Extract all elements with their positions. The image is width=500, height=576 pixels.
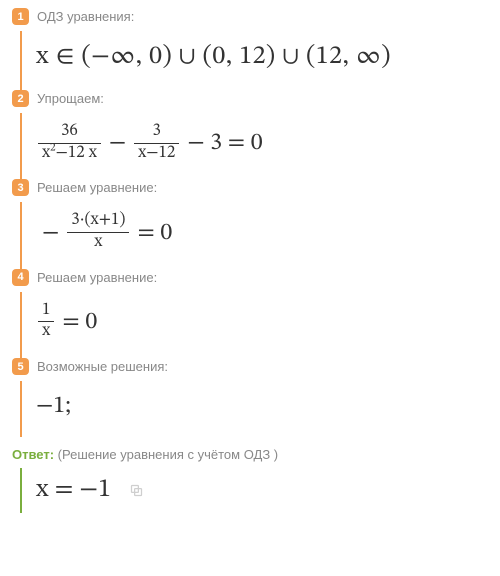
numerator: 36	[38, 123, 101, 144]
answer-row: Ответ: (Решение уравнения с учётом ОДЗ )	[12, 447, 488, 462]
step-body: x ∈ (−∞, 0) ∪ (0, 12) ∪ (12, ∞)	[20, 31, 488, 90]
step-badge: 2	[12, 90, 29, 107]
fraction: 36x2−12 x	[38, 123, 101, 163]
step-badge: 1	[12, 8, 29, 25]
answer-math: x = −1	[36, 474, 111, 507]
step-label: ОДЗ уравнения:	[37, 9, 134, 24]
step-header: 3 Решаем уравнение:	[12, 179, 488, 196]
step: 3 Решаем уравнение: −3·(x+1)x = 0	[12, 179, 488, 268]
step-header: 4 Решаем уравнение:	[12, 269, 488, 286]
denominator: x	[38, 322, 54, 342]
denominator: x	[67, 233, 129, 253]
denominator: x−12	[134, 144, 179, 164]
step-label: Решаем уравнение:	[37, 270, 157, 285]
step-label: Упрощаем:	[37, 91, 104, 106]
step-label: Решаем уравнение:	[37, 180, 157, 195]
numerator: 3·(x+1)	[67, 212, 129, 233]
copy-icon[interactable]	[129, 483, 144, 498]
step: 2 Упрощаем: 36x2−12 x−3x−12 − 3 = 0	[12, 90, 488, 179]
step-body: −3·(x+1)x = 0	[20, 202, 488, 268]
step-badge: 3	[12, 179, 29, 196]
tail: − 3 = 0	[187, 128, 262, 158]
tail: = 0	[137, 218, 172, 248]
step: 4 Решаем уравнение: 1x = 0	[12, 269, 488, 358]
answer-body: x = −1	[20, 468, 488, 513]
step-body: 36x2−12 x−3x−12 − 3 = 0	[20, 113, 488, 179]
step: 5 Возможные решения: −1;	[12, 358, 488, 437]
fraction: 3x−12	[134, 123, 179, 163]
math-eq: 1x = 0	[36, 302, 488, 342]
step-badge: 5	[12, 358, 29, 375]
step-body: 1x = 0	[20, 292, 488, 358]
step-body: −1;	[20, 381, 488, 437]
fraction: 3·(x+1)x	[67, 212, 129, 252]
math-plain: −1;	[36, 391, 488, 421]
step-label: Возможные решения:	[37, 359, 168, 374]
tail: = 0	[62, 307, 97, 337]
answer-hint: (Решение уравнения с учётом ОДЗ )	[58, 447, 278, 462]
step-header: 2 Упрощаем:	[12, 90, 488, 107]
answer-label: Ответ:	[12, 447, 58, 462]
minus-op: −	[109, 128, 126, 158]
step-badge: 4	[12, 269, 29, 286]
math-domain: x ∈ (−∞, 0) ∪ (0, 12) ∪ (12, ∞)	[36, 41, 488, 74]
math-eq: −3·(x+1)x = 0	[36, 212, 488, 252]
step-header: 5 Возможные решения:	[12, 358, 488, 375]
step: 1 ОДЗ уравнения: x ∈ (−∞, 0) ∪ (0, 12) ∪ (…	[12, 8, 488, 90]
step-header: 1 ОДЗ уравнения:	[12, 8, 488, 25]
math-eq: 36x2−12 x−3x−12 − 3 = 0	[36, 123, 488, 163]
fraction: 1x	[38, 302, 54, 342]
lead-minus: −	[42, 218, 59, 248]
numerator: 1	[38, 302, 54, 323]
numerator: 3	[134, 123, 179, 144]
denominator: x2−12 x	[38, 144, 101, 164]
